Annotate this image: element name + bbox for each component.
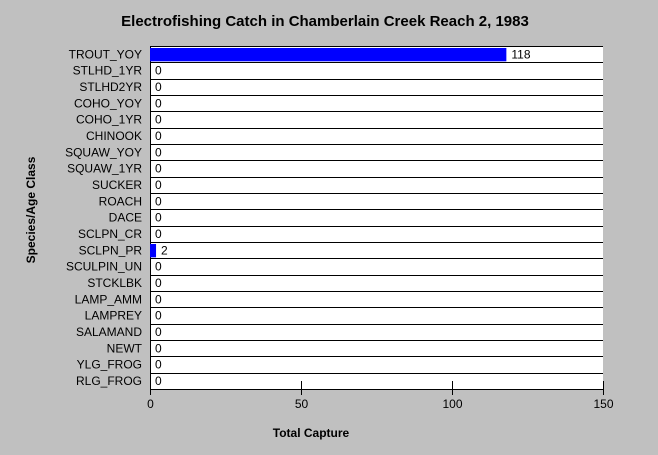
value-label: 2 <box>161 243 168 257</box>
bar <box>150 48 507 62</box>
y-tick-label: SCLPN_PR <box>79 243 143 257</box>
y-tick-label: YLG_FROG <box>77 358 142 372</box>
x-axis-label: Total Capture <box>273 426 350 440</box>
value-label: 0 <box>155 292 162 306</box>
value-label: 0 <box>155 178 162 192</box>
y-tick-label: CHINOOK <box>86 129 142 143</box>
bar <box>150 244 157 258</box>
y-tick-label: STCKLBK <box>87 276 142 290</box>
y-tick-label: COHO_YOY <box>74 96 142 110</box>
y-tick-label: SALAMAND <box>76 325 142 339</box>
y-axis-label: Species/Age Class <box>24 156 38 263</box>
y-tick-label: DACE <box>109 211 142 225</box>
value-label: 0 <box>155 96 162 110</box>
x-tick-label: 50 <box>295 397 309 411</box>
y-tick-label: SCULPIN_UN <box>66 260 142 274</box>
x-tick-label: 0 <box>147 397 154 411</box>
value-label: 0 <box>155 260 162 274</box>
value-label: 0 <box>155 129 162 143</box>
y-tick-label: NEWT <box>107 341 143 355</box>
value-label: 0 <box>155 64 162 78</box>
y-tick-label: STLHD2YR <box>79 80 142 94</box>
value-label: 118 <box>511 47 530 61</box>
value-label: 0 <box>155 325 162 339</box>
y-tick-label: SQUAW_1YR <box>67 162 142 176</box>
value-label: 0 <box>155 341 162 355</box>
x-tick-label: 100 <box>442 397 462 411</box>
y-tick-label: SQUAW_YOY <box>65 145 142 159</box>
value-label: 0 <box>155 211 162 225</box>
y-tick-label: STLHD_1YR <box>73 64 143 78</box>
y-tick-label: SCLPN_CR <box>78 227 142 241</box>
value-label: 0 <box>155 162 162 176</box>
x-tick-label: 150 <box>593 397 613 411</box>
value-label: 0 <box>155 113 162 127</box>
value-label: 0 <box>155 227 162 241</box>
y-tick-label: LAMPREY <box>85 309 142 323</box>
value-label: 0 <box>155 309 162 323</box>
y-tick-label: COHO_1YR <box>76 113 142 127</box>
plot-area <box>150 46 603 389</box>
value-label: 0 <box>155 194 162 208</box>
value-label: 0 <box>155 80 162 94</box>
value-label: 0 <box>155 145 162 159</box>
value-label: 0 <box>155 374 162 388</box>
y-tick-label: SUCKER <box>92 178 142 192</box>
y-tick-label: LAMP_AMM <box>75 292 142 306</box>
value-label: 0 <box>155 358 162 372</box>
chart-title: Electrofishing Catch in Chamberlain Cree… <box>121 13 529 30</box>
y-tick-label: RLG_FROG <box>76 374 142 388</box>
value-label: 0 <box>155 276 162 290</box>
y-tick-label: TROUT_YOY <box>69 47 142 61</box>
y-tick-label: ROACH <box>99 194 142 208</box>
